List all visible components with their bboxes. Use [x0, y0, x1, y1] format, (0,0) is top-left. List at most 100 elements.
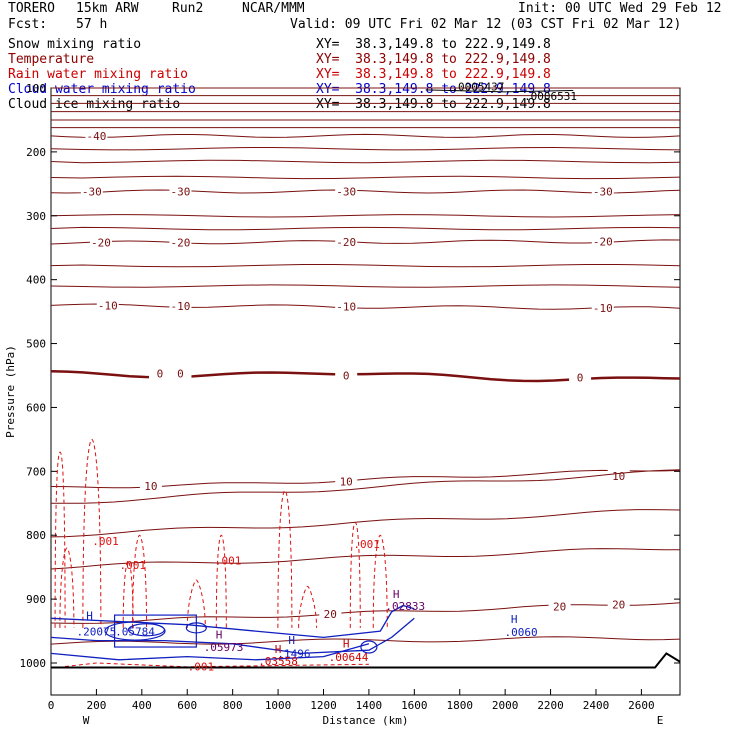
cloud-water-cell-3: [360, 640, 378, 654]
isotherm-label--40-0: -40: [86, 130, 106, 143]
isotherm-label-20-1: 20: [553, 600, 566, 613]
y-tick-label-300: 300: [26, 210, 46, 223]
cloud-water-cell-1: [127, 623, 165, 637]
isotherm-label--10-1: -10: [170, 300, 190, 313]
max-label-5: H: [288, 634, 295, 647]
isotherm-label-0-0: 0: [157, 367, 164, 380]
isotherm-label--20-2: -20: [336, 236, 356, 249]
isotherm-label-0-3: 0: [577, 372, 584, 385]
isotherm-mid-3: [50, 214, 681, 218]
y-tick-label-top: 100: [26, 82, 46, 95]
isotherm-20: [50, 602, 681, 624]
cloud-water-cell-0: [104, 621, 166, 641]
isotherm-label-bg-10-0: [139, 479, 162, 492]
isotherm-label-0-1: 0: [177, 368, 184, 381]
isotherm-label-20-0: 20: [324, 608, 337, 621]
legend-xy-3: XY= 38.3,149.8 to 222.9,149.8: [316, 82, 551, 97]
y-tick-label-700: 700: [26, 465, 46, 478]
isotherm-label-bg--30-3: [591, 185, 614, 198]
isotherm-label-bg-20-1: [548, 600, 571, 613]
y-tick-label-1000: 1000: [20, 657, 47, 670]
rain-plume-0: [54, 451, 66, 628]
isotherm-label-bg-0-3: [569, 371, 592, 384]
max-label-6: .1496: [277, 647, 310, 660]
rain-plume-1: [59, 547, 75, 628]
isotherm-label-0-2: 0: [343, 369, 350, 382]
max-label-4: .05973: [204, 641, 244, 654]
isotherm-label--10-3: -10: [593, 302, 613, 315]
isotherm-low-3: [50, 636, 681, 645]
rain-plume-9: [349, 521, 361, 628]
max-label-2: .05784: [115, 626, 155, 639]
x-tick-label-2200: 2200: [537, 699, 564, 712]
fcst-value: 57 h: [76, 17, 108, 32]
x-tick-label-200: 200: [86, 699, 106, 712]
isotherm-mid-0: [50, 146, 681, 151]
rain-plume-6: [215, 534, 227, 628]
y-tick-label-400: 400: [26, 274, 46, 287]
rain-plume-10: [372, 534, 388, 628]
y-tick-label-200: 200: [26, 146, 46, 159]
cloud-water-contour-1: [50, 617, 415, 655]
isotherm-label-bg-0-1: [169, 367, 192, 380]
isotherm-label-bg--40-0: [85, 129, 108, 142]
legend-xy-1: XY= 38.3,149.8 to 222.9,149.8: [316, 52, 551, 67]
legend-xy-4: XY= 38.3,149.8 to 222.9,149.8: [316, 97, 551, 112]
isotherm-label-bg-20-2: [607, 598, 630, 611]
rain-label-2: .001: [215, 555, 242, 568]
rain-plume-8: [298, 585, 318, 628]
isotherm-label-10-2: 10: [612, 470, 625, 483]
legend-name-1: Temperature: [8, 52, 95, 67]
x-tick-label-1600: 1600: [401, 699, 428, 712]
isotherm--20: [50, 239, 681, 245]
legend-name-2: Rain water mixing ratio: [8, 67, 189, 82]
x-tick-label-600: 600: [177, 699, 197, 712]
max-label-7: H: [275, 643, 282, 656]
isotherm-mid-1: [50, 159, 681, 164]
run-label: Run2: [172, 1, 204, 16]
y-tick-label-800: 800: [26, 529, 46, 542]
isotherm-mid-4: [50, 226, 681, 231]
resolution: 15km ARW: [76, 1, 139, 16]
y-axis-title: Pressure (hPa): [4, 345, 17, 438]
rain-label-4: .001: [188, 661, 215, 674]
isotherm-label-bg--10-2: [335, 300, 358, 313]
x-tick-label-2400: 2400: [583, 699, 610, 712]
valid-time: Valid: 09 UTC Fri 02 Mar 12 (03 CST Fri …: [290, 17, 682, 32]
rain-label-0: .001: [92, 535, 119, 548]
legend-name-4: Cloud ice mixing ratio: [8, 97, 181, 112]
init-time: Init: 00 UTC Wed 29 Feb 12: [518, 1, 722, 16]
rain-label-3: .001: [353, 538, 380, 551]
isotherm-label-bg--20-0: [89, 236, 112, 249]
isotherm-label-bg--20-3: [591, 235, 614, 248]
rain-plume-7: [277, 489, 293, 628]
legend-xy-0: XY= 38.3,149.8 to 222.9,149.8: [316, 37, 551, 52]
isotherm-label--10-2: -10: [336, 301, 356, 314]
y-tick-label-600: 600: [26, 401, 46, 414]
isotherm-label--30-3: -30: [593, 186, 613, 199]
legend-name-0: Snow mixing ratio: [8, 37, 142, 52]
rain-plume-2: [82, 438, 102, 628]
isotherm-label--10-0: -10: [98, 300, 118, 313]
isotherm-label-10-0: 10: [144, 480, 157, 493]
max-label-12: .02833: [385, 600, 425, 613]
isotherm-mid-2: [50, 175, 681, 180]
x-tick-label-2000: 2000: [492, 699, 519, 712]
max-label-13: H: [511, 613, 518, 626]
x-tick-label-800: 800: [223, 699, 243, 712]
max-label-1: .20075: [77, 626, 117, 639]
isotherm-label-bg--10-1: [169, 299, 192, 312]
isotherm-mid-5: [50, 264, 681, 268]
isotherm--30: [50, 189, 681, 194]
isotherm-label--30-1: -30: [170, 186, 190, 199]
fcst-label: Fcst:: [8, 17, 48, 32]
model-name: TORERO: [8, 1, 55, 16]
x-tick-label-1000: 1000: [265, 699, 292, 712]
isotherm-label-bg--30-0: [80, 185, 103, 198]
max-label-8: .03558: [258, 655, 298, 668]
isotherm-label--30-2: -30: [336, 186, 356, 199]
x-tick-label-2600: 2600: [628, 699, 655, 712]
x-tick-label-0: 0: [48, 699, 55, 712]
isotherm-label-bg--30-2: [335, 185, 358, 198]
org-label: NCAR/MMM: [242, 1, 305, 16]
